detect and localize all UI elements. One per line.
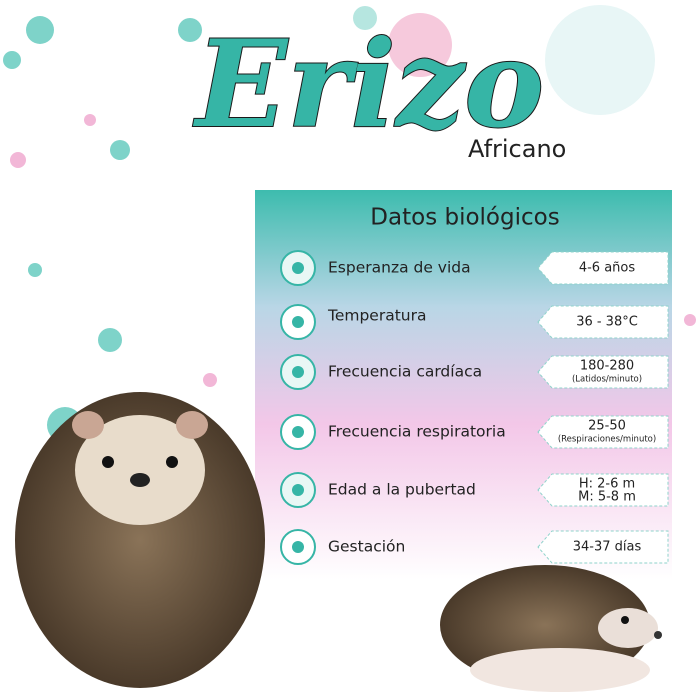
value-tag (537, 355, 669, 389)
value-tag (537, 251, 669, 285)
value-tag (537, 473, 669, 507)
row-value: (Latidos/minuto) (572, 375, 642, 385)
row-label: Edad a la pubertad (328, 481, 476, 499)
hedgehog-large (15, 392, 265, 688)
value-tag (537, 305, 669, 339)
row-icon-dot (292, 366, 304, 378)
row-icon-dot (292, 426, 304, 438)
row-value: 34-37 días (573, 540, 642, 555)
row-value: 25-50 (588, 419, 626, 434)
row-value: 180-280 (580, 359, 634, 374)
row-value: H: 2-6 m (579, 477, 635, 492)
value-tag (537, 530, 669, 564)
title: Erizo (193, 14, 544, 155)
panel-title: Datos biológicos (370, 205, 559, 231)
rows: Esperanza de vida 4-6 años Temperatura 36 -… (280, 250, 669, 565)
row-label: Frecuencia respiratoria (328, 423, 506, 441)
subtitle: Africano (468, 135, 566, 163)
row-value: 36 - 38°C (576, 315, 638, 330)
row-icon-dot (292, 541, 304, 553)
row-value: M: 5-8 m (578, 490, 636, 505)
row-icon-dot (292, 262, 304, 274)
row-icon-dot (292, 484, 304, 496)
row-label: Temperatura (327, 307, 427, 325)
row-icon-dot (292, 316, 304, 328)
row-label: Gestación (328, 538, 405, 556)
row-value: (Respiraciones/minuto) (558, 435, 656, 445)
row-label: Frecuencia cardíaca (328, 363, 482, 381)
row-label: Esperanza de vida (328, 259, 471, 277)
value-tag (537, 415, 669, 449)
hedgehog-small (440, 565, 662, 692)
row-value: 4-6 años (579, 261, 636, 276)
